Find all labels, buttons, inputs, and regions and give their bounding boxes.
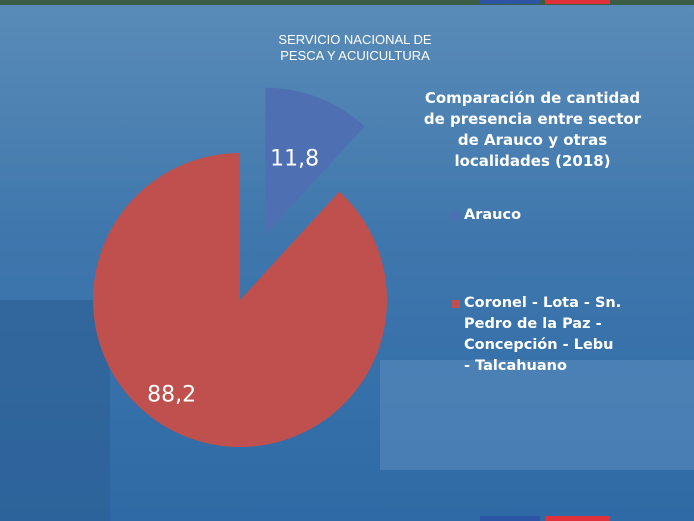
chart: 11,8 88,2 [0, 0, 694, 521]
slide: 11,8 88,2 SERVICIO NACIONAL DE PESCA Y AC… [0, 0, 694, 521]
bar-blue [480, 516, 540, 521]
logo-line: PESCA Y ACUICULTURA [250, 48, 460, 64]
legend-item: Coronel - Lota - Sn. Pedro de la Paz - C… [452, 293, 622, 377]
logo-line: SERVICIO NACIONAL DE [250, 32, 460, 48]
legend-item: Arauco [452, 205, 622, 226]
pier [0, 300, 110, 521]
logo-text: SERVICIO NACIONAL DE PESCA Y ACUICULTURA [250, 32, 460, 64]
bar-blue [480, 0, 540, 4]
pie-slice [93, 153, 387, 447]
bar-red [545, 516, 610, 521]
bar-red [545, 0, 610, 4]
legend-label: Arauco [464, 205, 521, 226]
legend-swatch [452, 212, 460, 220]
legend-swatch [452, 300, 460, 308]
data-label: 88,2 [147, 383, 196, 408]
chart-title: Comparación de cantidad de presencia ent… [420, 88, 645, 172]
data-label: 11,8 [270, 146, 319, 171]
legend-label: Coronel - Lota - Sn. Pedro de la Paz - C… [464, 293, 622, 377]
